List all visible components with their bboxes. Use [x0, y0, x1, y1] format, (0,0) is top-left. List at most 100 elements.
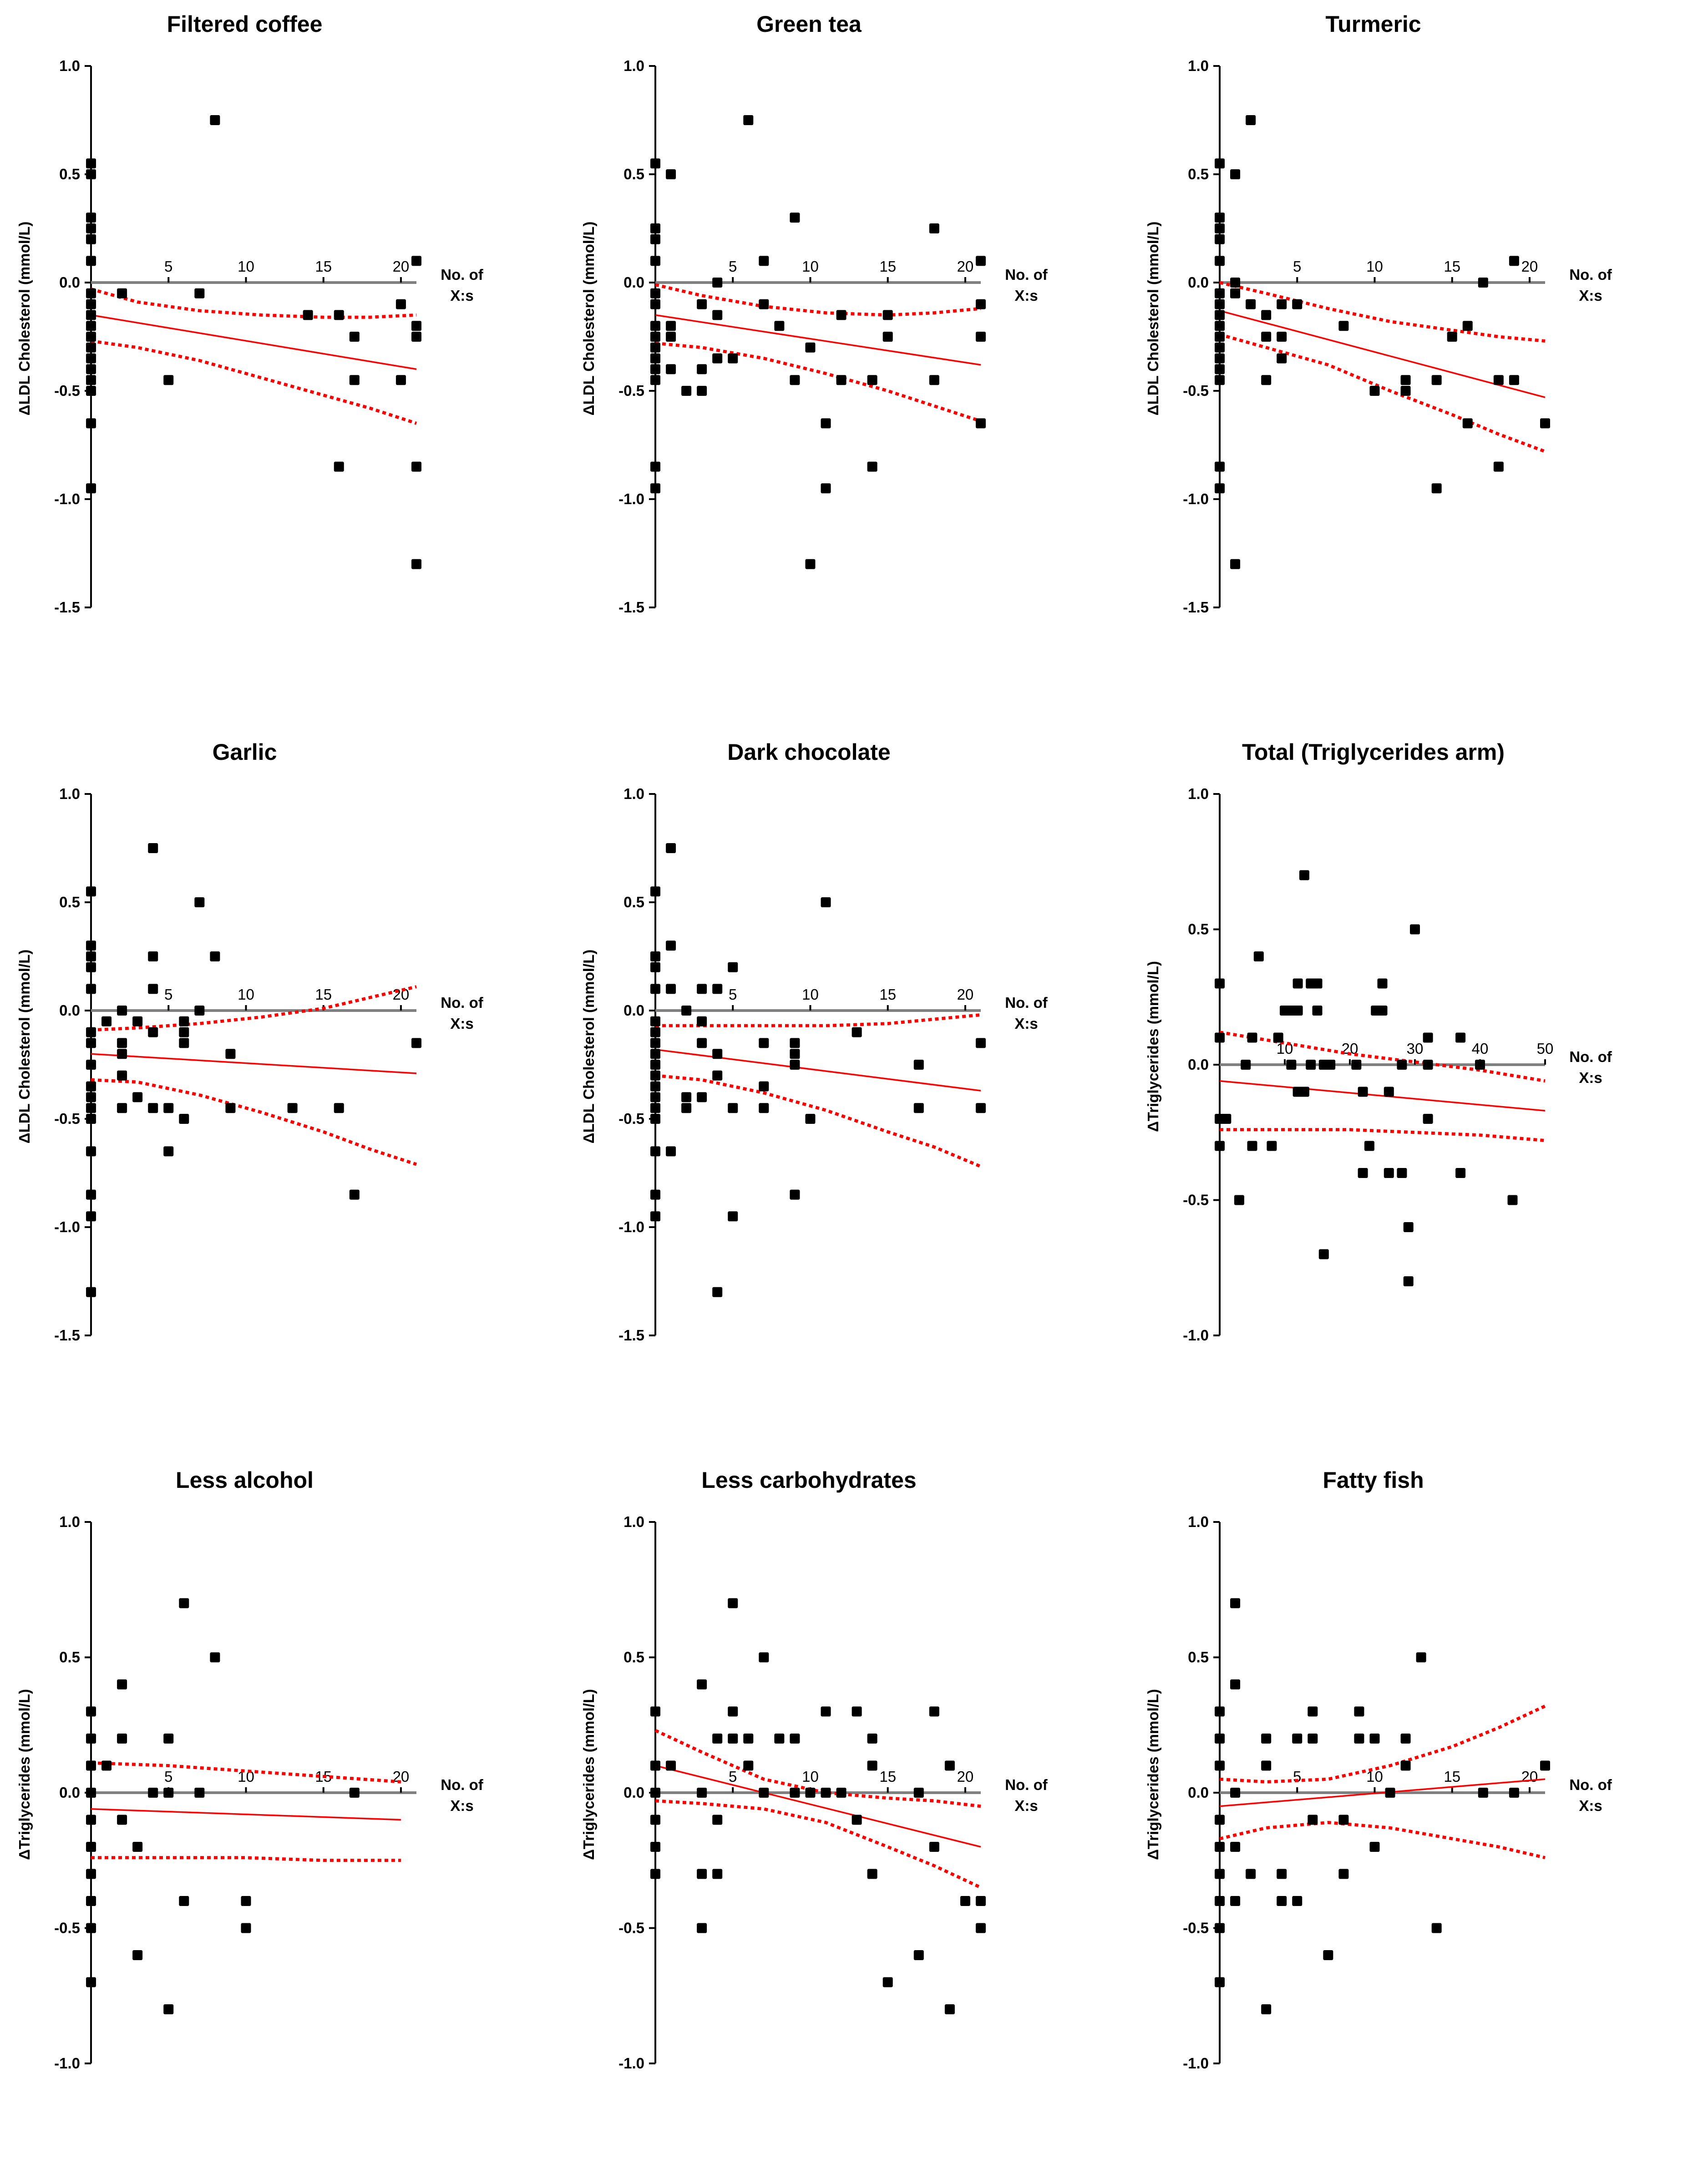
- x-tick-label: 10: [802, 258, 819, 275]
- y-axis-label: ΔLDL Cholesterol (mmol/L): [16, 222, 33, 415]
- y-tick-label: -1.0: [54, 490, 80, 507]
- data-point: [1509, 256, 1519, 266]
- data-point: [1246, 299, 1256, 309]
- x-axis-label: No. of: [1569, 266, 1612, 283]
- y-tick-label: -1.5: [54, 599, 80, 616]
- x-tick-label: 5: [1293, 258, 1301, 275]
- data-point: [1215, 1706, 1225, 1717]
- x-axis-label: No. of: [441, 266, 483, 283]
- data-point: [101, 1760, 112, 1771]
- data-point: [913, 1950, 924, 1960]
- data-point: [790, 1038, 800, 1048]
- data-point: [411, 461, 421, 472]
- data-point: [86, 1287, 96, 1297]
- data-point: [1431, 483, 1442, 494]
- data-point: [867, 1869, 877, 1879]
- data-point: [1215, 321, 1225, 331]
- data-point: [836, 310, 846, 320]
- data-point: [852, 1815, 862, 1825]
- data-point: [86, 353, 96, 364]
- ci-upper-band: [1219, 1031, 1546, 1083]
- x-tick-label: 20: [1521, 1768, 1538, 1785]
- data-point: [1540, 1760, 1550, 1771]
- y-tick-label: -0.5: [54, 1110, 80, 1127]
- data-point: [650, 1788, 660, 1798]
- data-point: [759, 1652, 769, 1663]
- data-point: [1312, 978, 1323, 989]
- data-point: [712, 1734, 723, 1744]
- y-tick-label: -1.0: [618, 2055, 644, 2072]
- data-point: [1354, 1734, 1364, 1744]
- data-point: [86, 234, 96, 244]
- data-point: [650, 1706, 660, 1717]
- data-point: [650, 1760, 660, 1771]
- chart-title: Less carbohydrates: [701, 1467, 916, 1493]
- data-point: [1493, 375, 1504, 385]
- data-point: [132, 1950, 143, 1960]
- data-point: [1221, 1114, 1232, 1124]
- y-tick-label: 1.0: [1188, 57, 1209, 74]
- data-point: [1385, 1788, 1395, 1798]
- data-point: [650, 1211, 660, 1222]
- y-tick-label: 0.5: [1188, 1649, 1209, 1666]
- data-point: [728, 1734, 738, 1744]
- chart-svg: Green tea ΔLDL Cholesterol (mmol/L) 1.0 0.5…: [580, 11, 1048, 616]
- data-point: [86, 886, 96, 897]
- x-tick-label: 5: [164, 258, 172, 275]
- x-tick-label: 15: [879, 258, 896, 275]
- data-point: [86, 1815, 96, 1825]
- data-point: [86, 1923, 96, 1933]
- data-point: [132, 1092, 143, 1102]
- y-tick-label: -0.5: [618, 382, 644, 399]
- data-point: [805, 559, 816, 569]
- data-point: [1323, 1950, 1333, 1960]
- y-tick-label: -1.0: [1183, 2055, 1209, 2072]
- data-point: [929, 1842, 939, 1852]
- data-point: [1358, 1168, 1368, 1178]
- data-point: [210, 1652, 220, 1663]
- data-point: [1230, 1896, 1241, 1906]
- data-point: [334, 461, 344, 472]
- data-point: [697, 1092, 707, 1102]
- data-point: [836, 375, 846, 385]
- data-point: [712, 278, 723, 288]
- data-point: [1215, 1896, 1225, 1906]
- y-tick-label: 0.5: [1188, 166, 1209, 182]
- data-point: [1247, 1141, 1257, 1151]
- data-point: [1230, 1679, 1241, 1689]
- data-point: [1215, 158, 1225, 169]
- y-axis-label: ΔTriglycerides (mmol/L): [1145, 961, 1161, 1132]
- ci-lower-band: [91, 339, 417, 425]
- y-tick-label: -1.5: [618, 1327, 644, 1344]
- data-point: [1447, 332, 1457, 342]
- data-point: [163, 1734, 174, 1744]
- data-point: [821, 1788, 831, 1798]
- data-point: [681, 1006, 692, 1016]
- data-point: [1397, 1168, 1407, 1178]
- data-point: [1354, 1706, 1364, 1717]
- data-point: [697, 1679, 707, 1689]
- x-axis-label: X:s: [1579, 287, 1602, 304]
- data-point: [1509, 375, 1519, 385]
- data-point: [681, 386, 692, 396]
- y-tick-label: -0.5: [1183, 1920, 1209, 1936]
- x-axis-label: X:s: [1014, 1797, 1038, 1814]
- x-tick-label: 10: [238, 1768, 254, 1785]
- data-point: [1247, 1032, 1257, 1043]
- data-point: [1306, 1060, 1316, 1070]
- data-point: [1261, 332, 1272, 342]
- data-point: [1246, 115, 1256, 125]
- data-point: [86, 1706, 96, 1717]
- chart-panel: Less alcohol ΔTriglycerides (mmol/L) 1.0 0.…: [0, 1456, 564, 2184]
- ci-lower-band: [91, 1078, 417, 1166]
- data-point: [86, 1092, 96, 1102]
- data-point: [650, 342, 660, 353]
- data-point: [1431, 1923, 1442, 1933]
- fit-line: [91, 1808, 401, 1821]
- data-point: [867, 1734, 877, 1744]
- data-point: [411, 321, 421, 331]
- data-point: [1478, 278, 1488, 288]
- data-point: [148, 951, 158, 961]
- x-axis-label: X:s: [1579, 1069, 1602, 1086]
- data-point: [117, 1070, 127, 1081]
